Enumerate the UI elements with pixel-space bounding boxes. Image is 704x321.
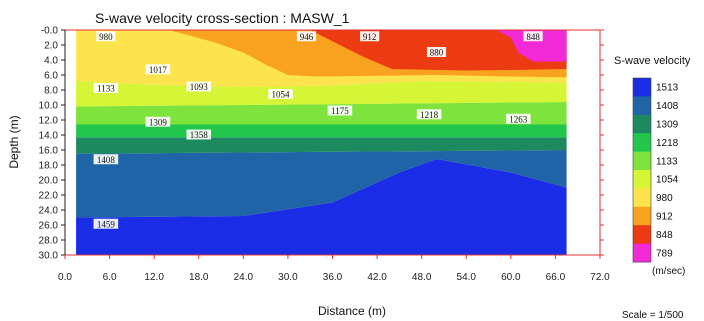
colorbar-label: 1054 [656, 175, 679, 186]
colorbar-label: 1408 [656, 101, 679, 112]
contour-label: 1218 [420, 110, 439, 120]
colorbar-label: 912 [656, 212, 673, 223]
contour-label-bg [296, 31, 317, 42]
contour-label-bg [523, 31, 543, 42]
y-tick-label: 30.0 [39, 251, 59, 262]
contour-label: 848 [526, 32, 540, 42]
contour-label-bg [327, 105, 353, 116]
y-tick-label: 12.0 [39, 116, 59, 127]
y-tick-label: 20.0 [39, 176, 59, 187]
colorbar-swatch [633, 78, 651, 97]
x-tick-label: 12.0 [144, 272, 164, 283]
contour-label: 1175 [331, 106, 349, 116]
y-tick-label: 10.0 [39, 101, 59, 112]
x-tick-label: 48.0 [412, 272, 432, 283]
x-tick-label: 66.0 [546, 272, 566, 283]
contour-label: 1408 [97, 155, 116, 165]
y-axis-title: Depth (m) [7, 115, 21, 168]
contour-label: 880 [430, 48, 444, 58]
colorbar-swatch [633, 188, 651, 208]
contour-label: 946 [300, 32, 314, 42]
contour-label: 1309 [149, 117, 168, 127]
colorbar-label: 789 [656, 248, 673, 259]
colorbar-swatch [633, 243, 651, 263]
x-tick-label: 0.0 [58, 272, 72, 283]
x-tick-label: 18.0 [189, 272, 209, 283]
velocity-region-1309 [76, 137, 567, 154]
colorbar-swatch [633, 133, 651, 153]
colorbar-label: 1218 [656, 138, 679, 149]
y-axis-ticks: -0.0 2.0 4.0 6.0 8.0 10.0 12.0 14.0 16.0 18.0 20.0… [39, 26, 604, 262]
y-tick-label: 22.0 [39, 191, 59, 202]
x-axis-title: Distance (m) [318, 304, 386, 318]
x-tick-label: 6.0 [103, 272, 117, 283]
contour-label: 1093 [190, 82, 209, 92]
colorbar-swatch [633, 206, 651, 226]
colorbar-label: 1133 [656, 156, 678, 167]
contour-labels: 980 946 912 848 880 1017 1133 1093 1054 1175 1218 1… [93, 31, 543, 229]
contour-label-bg [268, 89, 293, 99]
colorbar-unit: (m/sec) [652, 266, 685, 277]
x-axis-ticks: 0.0 6.0 12.0 18.0 24.0 30.0 36.0 42.0 48.0 54.0 60… [58, 255, 610, 283]
contour-label-bg [145, 64, 171, 75]
contour-label-bg [96, 31, 116, 42]
contour-label: 1459 [97, 219, 116, 229]
y-tick-label: 6.0 [44, 71, 58, 82]
contour-label: 1017 [149, 65, 168, 75]
velocity-region-1408 [76, 150, 567, 218]
x-tick-label: 42.0 [367, 272, 387, 283]
scale-label: Scale = 1/500 [622, 310, 684, 321]
x-tick-label: 30.0 [278, 272, 298, 283]
x-tick-label: 72.0 [590, 272, 610, 283]
colorbar-swatch [633, 96, 651, 116]
y-tick-label: 26.0 [39, 221, 59, 232]
y-tick-label: 14.0 [39, 131, 59, 142]
contour-label-bg [145, 116, 171, 127]
colorbar: 1513 1408 1309 1218 1133 1054 980 912 848 789 [632, 77, 679, 263]
y-tick-label: 16.0 [39, 146, 59, 157]
x-tick-label: 36.0 [323, 272, 343, 283]
colorbar-swatch [633, 151, 651, 171]
contour-label: 1054 [271, 90, 290, 100]
x-tick-label: 60.0 [501, 272, 521, 283]
contour-label-bg [93, 154, 119, 165]
colorbar-label: 1513 [656, 83, 679, 94]
colorbar-label: 1309 [656, 120, 679, 131]
colorbar-border [632, 77, 652, 263]
y-tick-label: 28.0 [39, 236, 59, 247]
y-tick-label: 18.0 [39, 161, 59, 172]
colorbar-swatch [633, 225, 651, 245]
y-tick-label: -0.0 [41, 26, 59, 37]
contour-label-bg [426, 47, 447, 57]
contour-label: 912 [363, 32, 377, 42]
x-tick-label: 24.0 [234, 272, 254, 283]
colorbar-label: 848 [656, 230, 673, 241]
velocity-regions [65, 30, 600, 255]
y-tick-label: 24.0 [39, 206, 59, 217]
colorbar-title: S-wave velocity [614, 55, 691, 67]
colorbar-label: 980 [656, 193, 673, 204]
velocity-region-1513 [76, 159, 567, 255]
y-tick-label: 8.0 [44, 86, 58, 97]
velocity-region-789 [496, 30, 567, 62]
colorbar-swatch [633, 170, 651, 189]
contour-label-bg [416, 109, 442, 120]
colorbar-swatch [633, 114, 651, 134]
contour-label: 1133 [97, 84, 115, 94]
contour-label: 1263 [509, 114, 528, 124]
contour-label-bg [93, 218, 119, 229]
contour-label-bg [93, 83, 119, 93]
velocity-region-1133 [76, 102, 567, 125]
x-tick-label: 54.0 [457, 272, 477, 283]
contour-label-bg [360, 31, 380, 42]
contour-label: 980 [99, 32, 113, 42]
y-tick-label: 2.0 [44, 41, 58, 52]
chart-title: S-wave velocity cross-section : MASW_1 [95, 10, 350, 26]
contour-label-bg [186, 129, 212, 140]
y-tick-label: 4.0 [44, 56, 58, 67]
contour-label: 1358 [190, 130, 209, 140]
contour-label-bg [186, 81, 212, 92]
contour-label-bg [505, 113, 531, 124]
